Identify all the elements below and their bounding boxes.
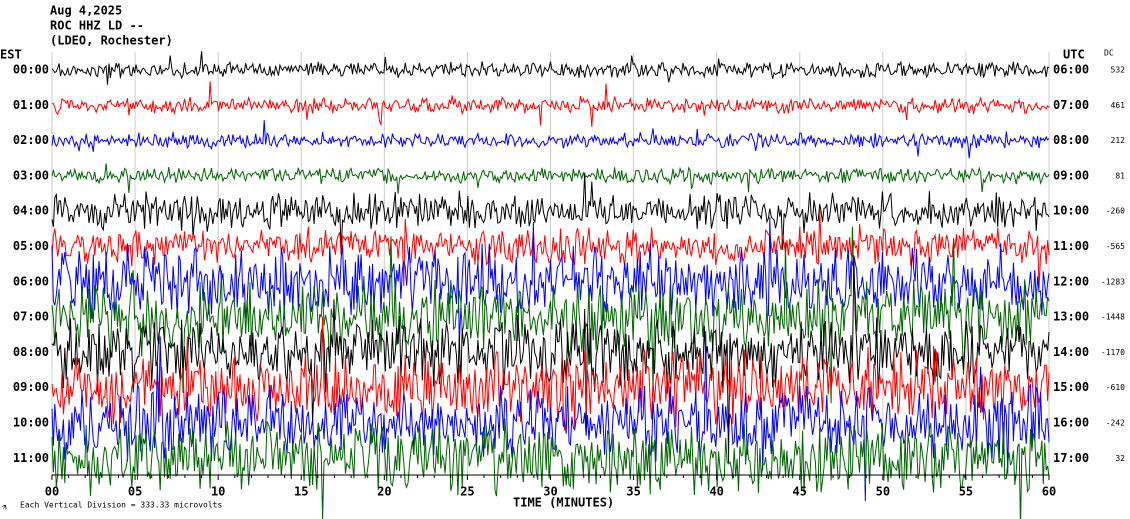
dc-value: -610 [1106, 383, 1125, 392]
x-tick-label: 50 [876, 485, 890, 499]
date: Aug 4,2025 [50, 4, 122, 18]
dc-value: 461 [1111, 101, 1126, 110]
logo: ⚗ [2, 503, 7, 512]
dc-value: -565 [1106, 242, 1125, 251]
seismic-trace [51, 226, 1050, 404]
est-label: 05:00 [13, 239, 49, 253]
dc-value: -260 [1106, 207, 1125, 216]
x-tick-label: 00 [45, 485, 59, 499]
dc-value: 532 [1111, 66, 1126, 75]
utc-label: 10:00 [1053, 204, 1089, 218]
utc-label: 07:00 [1053, 98, 1089, 112]
seismic-trace [51, 120, 1050, 159]
utc-label: 16:00 [1053, 416, 1089, 430]
traces [51, 51, 1050, 519]
dc-value: -1283 [1101, 277, 1125, 286]
est-label: 08:00 [13, 345, 49, 359]
seismic-trace [51, 418, 1050, 519]
dc-value: 32 [1115, 454, 1125, 463]
x-tick-label: 55 [959, 485, 973, 499]
est-label: 03:00 [13, 168, 49, 182]
x-tick-label: 40 [709, 485, 723, 499]
utc-label: 12:00 [1053, 274, 1089, 288]
x-tick-label: 60 [1042, 485, 1056, 499]
dc-value: -1448 [1101, 313, 1125, 322]
left-axis-title: EST [0, 48, 22, 62]
seismic-trace [51, 172, 1050, 250]
seismic-trace [51, 81, 1050, 127]
seismic-trace [51, 217, 1050, 343]
est-label: 07:00 [13, 310, 49, 324]
x-axis-title: TIME (MINUTES) [513, 496, 614, 510]
est-label: 00:00 [13, 63, 49, 77]
utc-label: 14:00 [1053, 345, 1089, 359]
est-label: 01:00 [13, 98, 49, 112]
utc-label: 13:00 [1053, 310, 1089, 324]
est-label: 02:00 [13, 133, 49, 147]
right-axis-title: UTC [1063, 48, 1085, 62]
est-label: 09:00 [13, 380, 49, 394]
grid [51, 52, 1050, 475]
dc-value: 212 [1111, 136, 1126, 145]
utc-label: 06:00 [1053, 63, 1089, 77]
dc-value: -242 [1106, 419, 1125, 428]
x-tick-label: 30 [543, 485, 557, 499]
x-tick-label: 10 [211, 485, 225, 499]
utc-label: 15:00 [1053, 380, 1089, 394]
x-tick-label: 05 [128, 485, 142, 499]
x-tick-label: 35 [626, 485, 640, 499]
est-label: 10:00 [13, 416, 49, 430]
est-label: 06:00 [13, 274, 49, 288]
dc-value: 81 [1115, 171, 1125, 180]
seismic-trace [51, 51, 1050, 85]
est-label: 04:00 [13, 204, 49, 218]
x-tick-label: 15 [294, 485, 308, 499]
network: (LDEO, Rochester) [50, 34, 173, 48]
utc-label: 09:00 [1053, 168, 1089, 182]
utc-label: 17:00 [1053, 451, 1089, 465]
utc-label: 08:00 [1053, 133, 1089, 147]
seismic-trace [51, 163, 1050, 194]
station: ROC HHZ LD -- [50, 19, 144, 33]
dc-value: -1170 [1101, 348, 1125, 357]
dc-title: DC [1104, 49, 1114, 58]
utc-label: 11:00 [1053, 239, 1089, 253]
est-label: 11:00 [13, 451, 49, 465]
x-tick-label: 45 [793, 485, 807, 499]
x-tick-label: 25 [460, 485, 474, 499]
footer: Each Vertical Division = 333.33 microvol… [20, 501, 222, 510]
x-tick-label: 20 [377, 485, 391, 499]
seismic-trace [51, 258, 1050, 463]
